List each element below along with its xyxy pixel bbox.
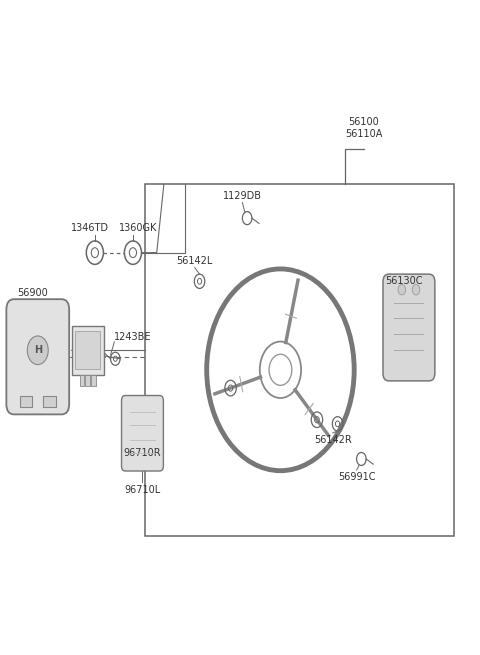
FancyBboxPatch shape [85,375,90,386]
Text: 96710L: 96710L [124,485,161,495]
Text: 96710R: 96710R [123,448,161,458]
FancyBboxPatch shape [80,375,84,386]
Circle shape [412,284,420,295]
Text: H: H [34,345,42,355]
Text: 56900: 56900 [18,288,48,298]
Circle shape [27,336,48,365]
Text: 56130C: 56130C [385,276,423,286]
FancyBboxPatch shape [91,375,96,386]
Text: 1129DB: 1129DB [223,191,262,200]
FancyBboxPatch shape [6,299,69,415]
Text: 1346TD: 1346TD [71,223,109,233]
Text: 56142R: 56142R [314,435,352,445]
Text: 56100
56110A: 56100 56110A [345,117,383,139]
FancyBboxPatch shape [383,274,435,381]
FancyBboxPatch shape [44,396,56,407]
Text: 56142L: 56142L [177,255,213,266]
Text: 1243BE: 1243BE [114,332,151,342]
Text: 56991C: 56991C [338,472,375,482]
Text: 1360GK: 1360GK [119,223,157,233]
FancyBboxPatch shape [72,326,104,375]
FancyBboxPatch shape [75,331,100,369]
Circle shape [398,284,406,295]
FancyBboxPatch shape [20,396,32,407]
FancyBboxPatch shape [121,396,163,471]
